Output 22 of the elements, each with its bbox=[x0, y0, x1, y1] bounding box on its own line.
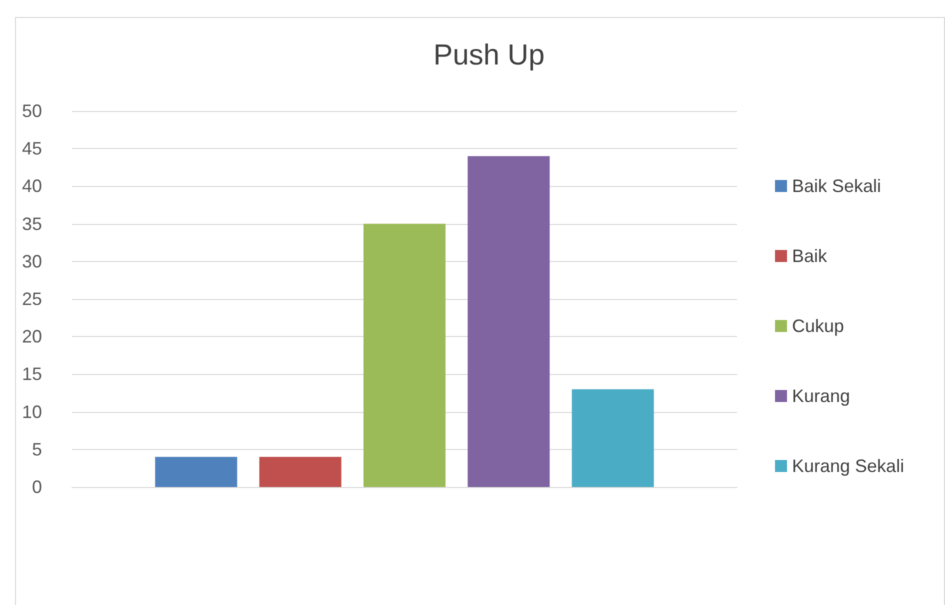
bar bbox=[468, 156, 550, 487]
legend-label: Baik bbox=[792, 246, 828, 266]
y-tick-label: 50 bbox=[22, 101, 42, 121]
legend-label: Baik Sekali bbox=[792, 176, 882, 196]
y-tick-label: 45 bbox=[22, 138, 42, 159]
bar bbox=[155, 456, 238, 487]
bar bbox=[363, 224, 446, 487]
y-tick-label: 0 bbox=[32, 477, 42, 497]
y-tick-label: 5 bbox=[32, 439, 42, 460]
y-tick-label: 20 bbox=[22, 326, 42, 347]
legend-label: Kurang Sekali bbox=[792, 456, 904, 476]
y-tick-label: 15 bbox=[22, 364, 42, 384]
y-tick-label: 35 bbox=[22, 214, 42, 234]
y-tick-label: 25 bbox=[22, 289, 42, 309]
bar bbox=[572, 389, 654, 487]
chart-title: Push Up bbox=[433, 40, 545, 72]
y-tick-label: 10 bbox=[22, 402, 42, 422]
bar bbox=[259, 456, 342, 487]
y-tick-label: 30 bbox=[22, 251, 42, 272]
y-tick-label: 40 bbox=[22, 176, 42, 196]
legend-label: Cukup bbox=[792, 316, 844, 336]
legend-label: Kurang bbox=[792, 386, 850, 406]
